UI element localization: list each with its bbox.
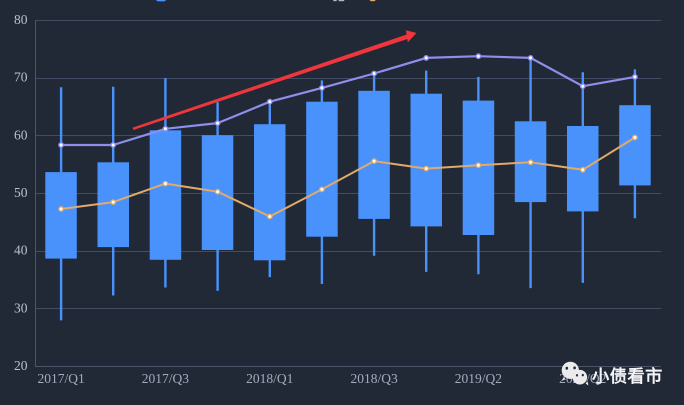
svg-text:80: 80: [14, 12, 28, 27]
svg-text:30: 30: [14, 300, 28, 315]
svg-text:2017/Q1: 2017/Q1: [37, 371, 84, 386]
svg-text:50: 50: [14, 185, 28, 200]
svg-text:2019/Q2: 2019/Q2: [455, 371, 502, 386]
svg-text:小债看市: 小债看市: [592, 366, 663, 386]
svg-text:20: 20: [14, 358, 28, 373]
svg-text:2018/Q3: 2018/Q3: [350, 371, 398, 386]
svg-text:2018/Q1: 2018/Q1: [246, 371, 293, 386]
svg-text:60: 60: [14, 127, 28, 142]
svg-text:70: 70: [14, 70, 28, 85]
svg-text:40: 40: [14, 243, 28, 258]
svg-text:2017/Q3: 2017/Q3: [142, 371, 190, 386]
